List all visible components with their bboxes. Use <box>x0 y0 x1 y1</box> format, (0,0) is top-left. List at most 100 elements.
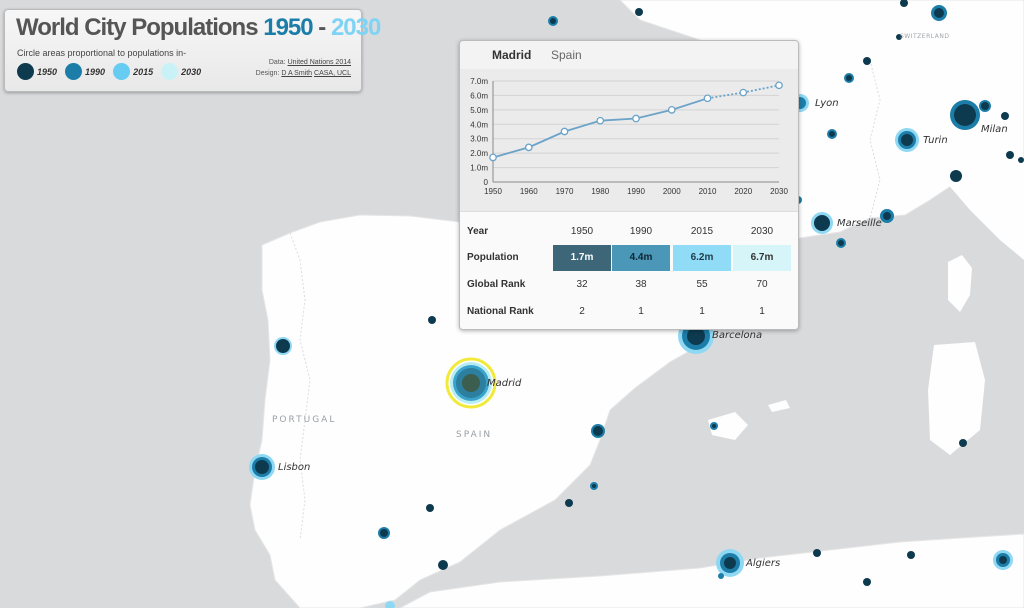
legend-item-2015: 2015 <box>113 63 153 80</box>
legend-swatch <box>113 63 131 80</box>
data-point <box>596 116 605 125</box>
legend-item-1990: 1990 <box>65 63 105 80</box>
y-tick-label: 4.0m <box>470 120 488 129</box>
country-label-switzerland: SWITZERLAND <box>900 33 950 40</box>
data-point <box>775 81 783 90</box>
global-rank-cell: 32 <box>576 279 588 290</box>
city-circle-small[interactable] <box>378 0 1024 608</box>
popup-country-name: Spain <box>551 48 582 62</box>
link-united-nations[interactable]: United Nations 2014 <box>287 59 351 66</box>
city-circle-milan[interactable] <box>950 100 980 130</box>
city-circle-turin[interactable] <box>895 128 919 152</box>
data-point <box>524 143 533 152</box>
country-label-spain: SPAIN <box>456 430 493 440</box>
credits-data-prefix: Data: <box>268 59 286 66</box>
data-point <box>489 153 497 162</box>
legend-label: 2030 <box>181 66 202 77</box>
population-cell: 6.7m <box>733 245 791 271</box>
legend-swatch <box>65 63 83 80</box>
national-rank-cell: 1 <box>759 306 765 317</box>
x-tick-label: 1970 <box>556 187 574 196</box>
popup-stats-table: Year 1950 1990 2015 2030 Population 1.7m… <box>460 211 798 329</box>
data-point <box>560 127 569 136</box>
x-tick-label: 2030 <box>770 187 788 196</box>
city-circle-lisbon[interactable] <box>249 454 275 480</box>
y-tick-label: 6.0m <box>470 91 488 100</box>
credits: Data: United Nations 2014 Design: D A Sm… <box>256 57 351 79</box>
y-tick-label: 7.0m <box>470 77 488 86</box>
year-cell: 1950 <box>570 226 594 237</box>
title-year-start: 1950 <box>263 14 313 41</box>
y-tick-label: 0 <box>484 178 489 187</box>
city-circle-algiers[interactable] <box>716 549 744 577</box>
row-label-population: Population <box>467 252 519 263</box>
city-circle-porto[interactable] <box>274 337 292 355</box>
legend-swatch <box>161 63 179 80</box>
y-tick-label: 3.0m <box>470 135 488 144</box>
national-rank-cell: 1 <box>638 306 644 317</box>
title-text: World City Populations <box>16 14 264 41</box>
table-row-global-rank: Global Rank 32 38 55 70 <box>460 272 798 298</box>
menorca-island <box>768 400 790 412</box>
city-label-turin: Turin <box>923 135 948 146</box>
table-row-national-rank: National Rank 2 1 1 1 <box>460 299 798 325</box>
city-label-milan: Milan <box>981 124 1008 135</box>
legend-item-2030: 2030 <box>161 63 201 80</box>
title-year-end: 2030 <box>330 14 381 41</box>
year-cell: 2030 <box>750 226 774 237</box>
legend-label: 1990 <box>85 66 106 77</box>
x-tick-label: 2010 <box>699 187 717 196</box>
link-casa-ucl[interactable]: CASA, UCL <box>314 70 351 77</box>
popup-header: Madrid Spain <box>460 41 798 69</box>
y-tick-label: 2.0m <box>470 149 488 158</box>
x-tick-label: 2000 <box>663 187 681 196</box>
year-cell: 2015 <box>690 226 714 237</box>
credits-design-prefix: Design: <box>255 70 280 77</box>
corsica-island <box>948 255 972 312</box>
city-circle-marseille[interactable] <box>811 212 833 234</box>
mallorca-island <box>708 412 748 440</box>
link-designer[interactable]: D A Smith <box>281 70 313 77</box>
x-tick-label: 2020 <box>734 187 752 196</box>
x-tick-label: 1950 <box>484 187 502 196</box>
row-label-global-rank: Global Rank <box>467 279 526 290</box>
population-cell: 6.2m <box>673 245 731 271</box>
legend-swatch <box>17 63 34 80</box>
legend-item-1950: 1950 <box>17 63 57 80</box>
global-rank-cell: 55 <box>696 279 708 290</box>
sardinia-island <box>928 342 985 455</box>
table-row-population: Population 1.7m 4.4m 6.2m 6.7m <box>460 245 798 271</box>
city-label-madrid: Madrid <box>487 378 522 389</box>
global-rank-cell: 38 <box>635 279 647 290</box>
x-tick-label: 1990 <box>627 187 645 196</box>
row-label-year: Year <box>467 226 489 237</box>
credits-data-line: Data: United Nations 2014 <box>256 57 351 68</box>
popup-city-name: Madrid <box>492 48 532 62</box>
title-panel: World City Populations 1950 - 2030 Circl… <box>4 9 381 92</box>
north-africa-landmass <box>399 533 1024 608</box>
population-cell: 1.7m <box>553 245 611 271</box>
country-label-portugal: PORTUGAL <box>272 415 337 425</box>
x-tick-label: 1980 <box>591 187 609 196</box>
national-rank-cell: 1 <box>699 306 705 317</box>
data-point <box>632 114 640 123</box>
population-cell: 4.4m <box>612 245 670 271</box>
credits-design-line: Design: D A Smith CASA, UCL <box>256 68 351 79</box>
france-italy-border <box>869 59 881 219</box>
data-point <box>703 94 712 103</box>
page-title: World City Populations 1950 - 2030 <box>16 14 381 42</box>
row-label-national-rank: National Rank <box>467 306 534 317</box>
global-rank-cell: 70 <box>756 279 768 290</box>
city-label-lyon: Lyon <box>815 98 839 109</box>
italy-landmass <box>940 160 1024 260</box>
table-row-year: Year 1950 1990 2015 2030 <box>460 219 798 245</box>
data-point <box>739 88 748 97</box>
subtitle: Circle areas proportional to populations… <box>17 48 187 58</box>
city-circle-madrid[interactable] <box>445 357 497 409</box>
city-label-algiers: Algiers <box>746 558 781 569</box>
population-chart: 0 1.0m 2.0m 3.0m 4.0m 5.0m 6.0m 7.0m 1950 1960 197… <box>460 69 798 211</box>
national-rank-cell: 2 <box>579 306 585 317</box>
title-separator: - <box>312 14 331 41</box>
year-cell: 1990 <box>629 226 653 237</box>
legend-label: 2015 <box>133 66 154 77</box>
